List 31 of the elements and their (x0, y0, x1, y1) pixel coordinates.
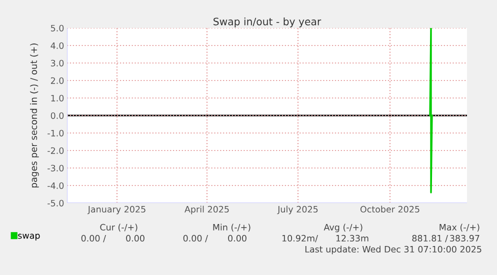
text: 12.33m (336, 234, 368, 242)
text: Last update: Wed Dec 31 07:10:00 2025 (305, 246, 482, 254)
y-tick-label: 2.0 (50, 77, 64, 84)
y-tick-label: -5.0 (48, 200, 64, 206)
y-tick-label: 3.0 (50, 60, 64, 66)
x-tick-label: July 2025 (277, 206, 318, 214)
text: 10.92m/ (282, 234, 318, 242)
text: 0.00 / (81, 234, 106, 242)
text: Min (-/+) (213, 224, 250, 232)
y-tick-label: -3.0 (48, 164, 64, 172)
y-tick-label: 0.0 (50, 112, 64, 119)
y-axis-title: pages per second in (-) / out (+) (30, 44, 39, 188)
legend-label: swap (18, 234, 40, 240)
y-tick-label: 5.0 (50, 24, 64, 32)
y-tick-label: 1.0 (51, 94, 64, 102)
text: 0.00 (126, 234, 144, 242)
y-tick-label: -4.0 (48, 182, 64, 189)
chart-title: Swap in/out - by year (214, 18, 322, 28)
text: Max (-/+) (440, 224, 480, 232)
text: 383.97 (450, 234, 480, 242)
text: 0.00 (228, 234, 246, 242)
y-tick-label: -2.0 (48, 147, 64, 154)
y-tick-label: 4.0 (50, 42, 64, 49)
text: Cur (-/+) (100, 224, 138, 232)
text: 881.81 / (412, 234, 448, 242)
x-tick-label: October 2025 (360, 206, 420, 213)
text: 0.00 / (183, 234, 208, 242)
x-tick-label: April 2025 (184, 206, 229, 214)
y-tick-label: -1.0 (48, 130, 64, 136)
text: Avg (-/+) (324, 224, 362, 232)
x-tick-label: January 2025 (87, 206, 146, 214)
